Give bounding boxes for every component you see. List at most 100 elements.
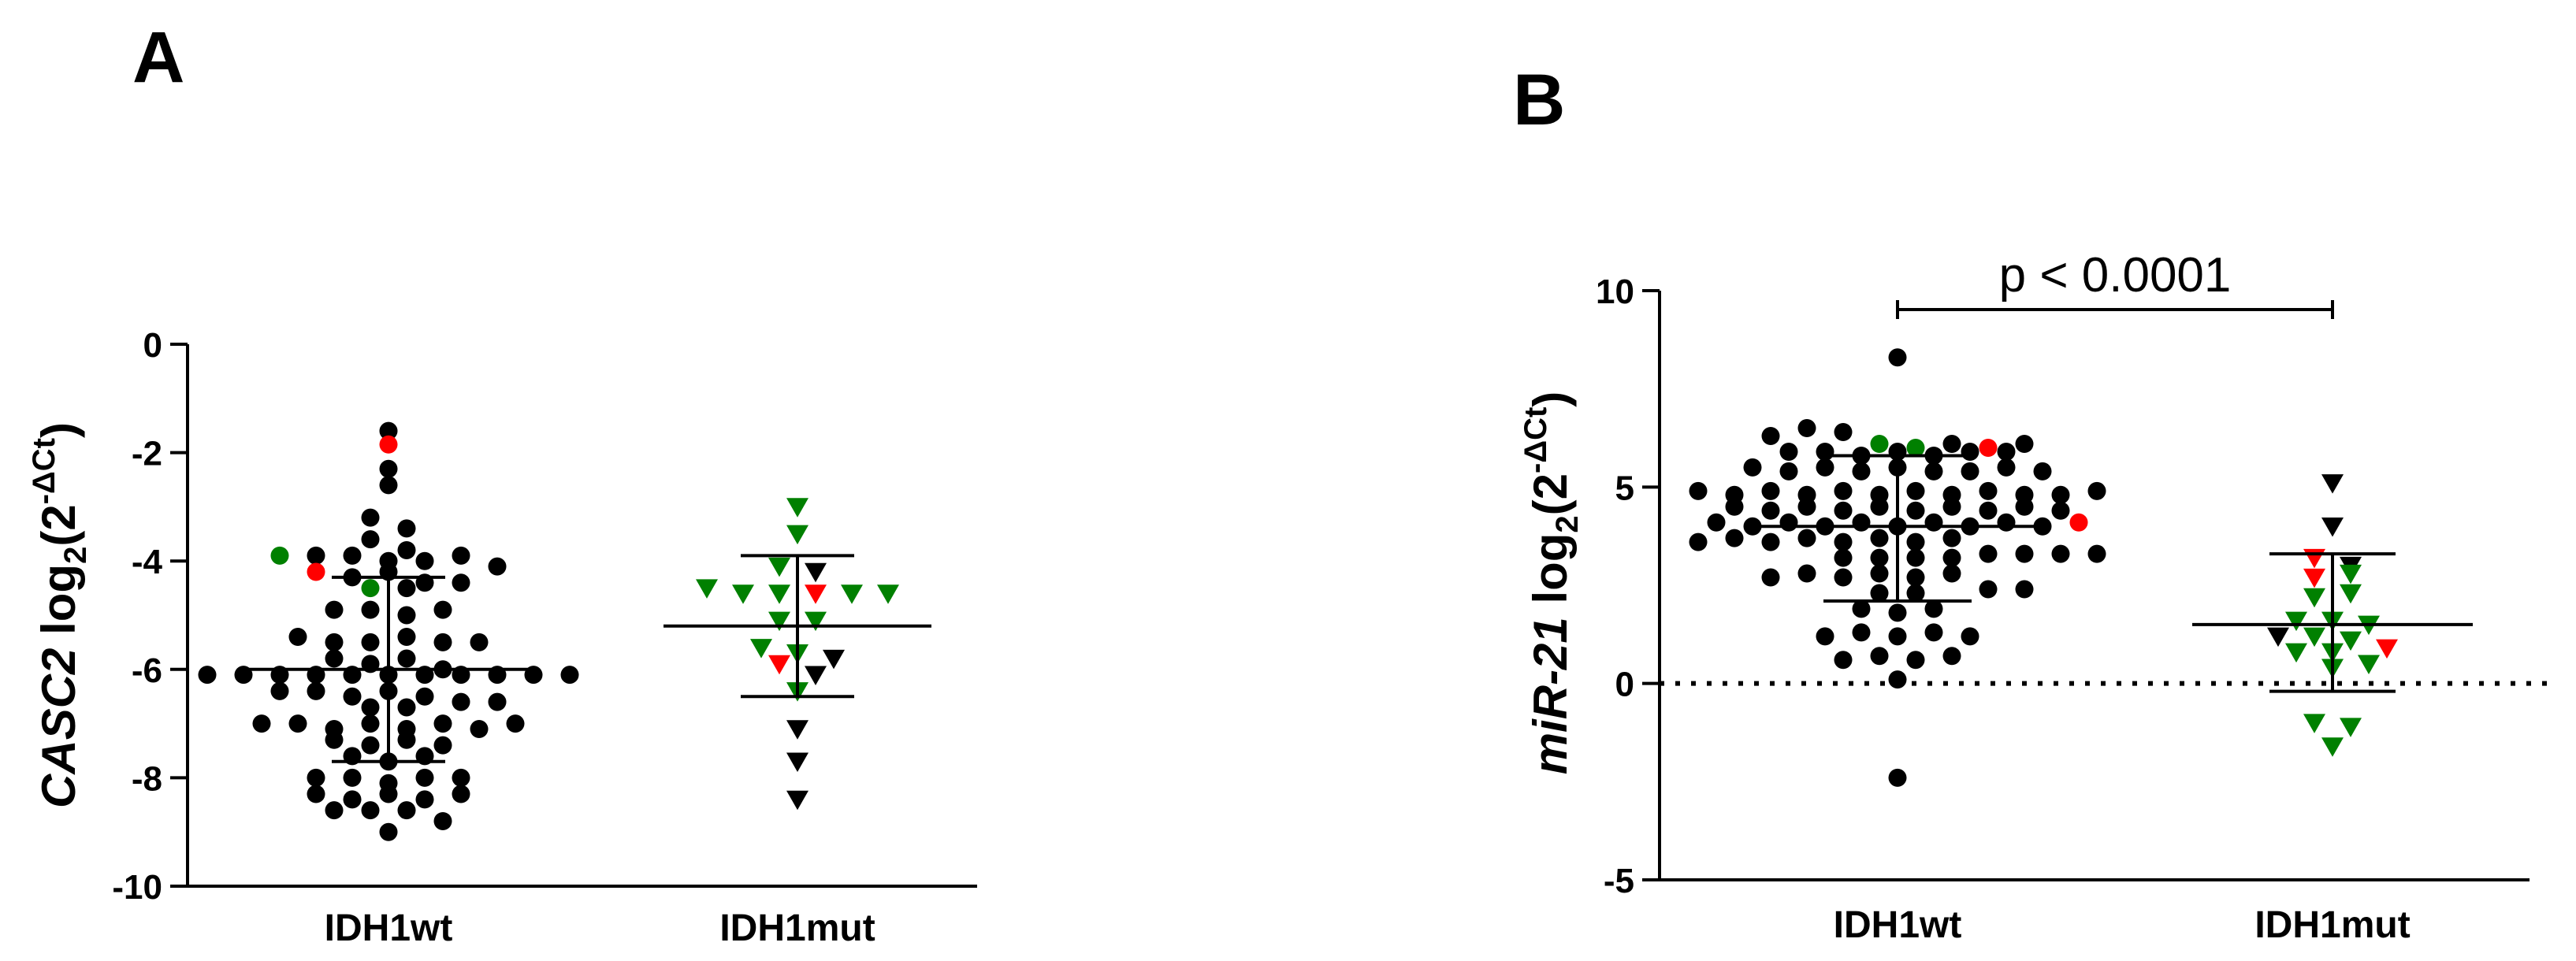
panel-b-idh1mut-data-point: [2303, 588, 2325, 608]
panel-b-idh1wt-data-point: [1979, 544, 1998, 563]
panel-a-idh1mut-data-point: [768, 611, 790, 632]
panel-b-idh1wt-data-point: [1997, 442, 2016, 461]
panel-b-idh1wt-data-point: [1797, 419, 1816, 438]
panel-b-idh1mut-data-point: [2340, 718, 2362, 737]
panel-b-idh1wt-data-point: [1924, 462, 1943, 480]
panel-a-idh1mut-data-point: [805, 666, 827, 685]
panel-b-idh1wt-data-point: [1852, 462, 1871, 480]
panel-b-idh1wt-data-point: [1906, 481, 1925, 500]
panel-a-y-ticks: 0 -2 -4 -6 -8 -10: [112, 326, 188, 907]
panel-b-idh1wt-data-point: [1942, 564, 1961, 583]
panel-b-idh1wt-data-point: [1761, 501, 1780, 520]
panel-b-idh1wt-data-point: [1779, 513, 1798, 532]
panel-b-idh1wt-data-point: [1852, 599, 1871, 618]
panel-a-idh1wt-data-point: [361, 600, 380, 619]
panel-a-idh1wt-data-point: [397, 519, 416, 538]
panel-a-idh1wt-data-point: [452, 768, 470, 787]
panel-a-idh1wt-data-point: [252, 714, 271, 733]
panel-a-idh1wt-data-point: [397, 579, 416, 598]
panel-b-idh1wt-data-point: [1961, 627, 1979, 646]
panel-b-idh1wt-data-point: [2087, 481, 2106, 500]
panel-b-idh1mut-data-point: [2340, 584, 2362, 604]
panel-a-idh1wt-data-point: [470, 719, 489, 738]
panel-a-idh1wt-data-point: [270, 681, 289, 700]
panel-b-idh1wt-data-point: [1797, 564, 1816, 583]
panel-b-idh1wt-data-point: [1906, 584, 1925, 603]
panel-a-idh1wt-data-point: [288, 714, 307, 733]
panel-a-idh1wt-data-point: [433, 811, 452, 830]
panel-b-idh1wt-data-point: [1870, 434, 1889, 453]
panel-a-idh1wt-data-point: [397, 649, 416, 668]
panel-a-idh1wt-data-point: [361, 714, 380, 733]
panel-a-y-tick-label: 0: [143, 326, 162, 365]
panel-a: A 0-2-4-6-8-10 CASC2 log2(2-ΔCt) IDH1wt …: [27, 17, 977, 949]
panel-a-idh1wt-data-point: [433, 736, 452, 755]
panel-b-idh1mut-data-point: [2303, 714, 2325, 733]
panel-b-idh1wt-data-point: [1961, 442, 1979, 461]
panel-b-idh1wt-data-point: [1797, 497, 1816, 516]
panel-a-idh1wt-data-point: [379, 459, 398, 478]
panel-a-idh1mut-data-point: [786, 752, 808, 773]
panel-b-idh1wt-data-point: [1725, 529, 1744, 547]
panel-b-idh1wt-data-point: [1761, 532, 1780, 551]
panel-b-idh1wt-data-point: [1834, 423, 1853, 442]
panel-a-idh1wt-data-point: [361, 508, 380, 527]
panel-a-idh1wt-data-point: [343, 790, 362, 809]
panel-b-idh1wt-data-point: [1870, 529, 1889, 547]
panel-a-idh1wt-data-point: [198, 666, 217, 685]
panel-b-idh1wt-data-point: [1906, 501, 1925, 520]
panel-a-idh1wt-data-point: [307, 681, 325, 700]
panel-a-idh1wt-data-point: [379, 435, 398, 454]
panel-b-idh1wt-data-point: [1870, 647, 1889, 666]
panel-b-idh1mut-data-point: [2285, 643, 2307, 663]
panel-a-idh1wt-data-point: [433, 633, 452, 651]
panel-b-idh1wt-data-point: [1870, 497, 1889, 516]
panel-b-idh1mut-data-point: [2358, 655, 2380, 675]
panel-b-idh1wt-data-point: [1888, 627, 1907, 646]
panel-a-y-tick-label: -4: [132, 543, 163, 581]
panel-a-idh1mut-data-point: [805, 562, 827, 583]
panel-a-idh1wt-data-point: [343, 546, 362, 565]
panel-a-idh1wt-data-point: [307, 562, 325, 581]
panel-b-idh1wt-data-point: [1888, 670, 1907, 689]
panel-a-idh1wt-data-point: [288, 628, 307, 647]
panel-a-idh1wt-data-point: [470, 633, 489, 651]
panel-a-idh1wt-data-point: [270, 546, 289, 565]
panel-a-idh1wt-data-point: [325, 801, 344, 820]
panel-b-y-ticks: 10 5 0 -5: [1596, 273, 1660, 900]
panel-a-idh1wt-data-point: [488, 557, 507, 576]
panel-a-idh1mut-data-point: [768, 584, 790, 604]
panel-b-idh1wt-data-point: [2069, 513, 2088, 532]
panel-b-idh1wt-data-point: [1834, 501, 1853, 520]
panel-b-idh1wt-data-point: [1870, 584, 1889, 603]
panel-a-idh1wt-data-point: [433, 600, 452, 619]
panel-b-idh1wt-data-point: [1779, 462, 1798, 480]
panel-b-idh1wt-data-point: [1924, 623, 1943, 642]
panel-b-idh1wt-data-point: [1816, 442, 1834, 461]
panel-b-idh1mut-data-point: [2321, 518, 2344, 537]
panel-a-idh1wt-data-point: [361, 801, 380, 820]
panel-b-idh1wt-data-point: [1834, 481, 1853, 500]
panel-b-idh1wt-data-point: [1834, 548, 1853, 567]
panel-b-idh1mut-data-point: [2267, 627, 2289, 647]
panel-b-idh1wt-data-point: [2033, 462, 2052, 480]
panel-a-idh1wt-data-point: [415, 768, 434, 787]
panel-a-idh1wt-data-point: [397, 606, 416, 625]
panel-b-idh1wt-data-point: [1761, 427, 1780, 446]
panel-b-y-tick-label: 5: [1615, 469, 1634, 507]
panel-b-idh1wt-data-point: [1707, 513, 1726, 532]
panel-b-idh1wt-data-point: [1779, 442, 1798, 461]
panel-a-idh1mut-data-point: [786, 720, 808, 740]
panel-b-idh1wt-data-point: [1979, 481, 1998, 500]
panel-b-y-tick-label: 10: [1596, 273, 1634, 311]
panel-a-idh1wt-data-point: [397, 540, 416, 559]
panel-b-significance-bracket: [1896, 300, 2334, 319]
panel-a-letter: A: [132, 17, 184, 98]
panel-a-idh1wt-data-point: [452, 785, 470, 803]
panel-a-idh1wt-data-point: [379, 476, 398, 495]
panel-b-idh1wt-data-point: [1906, 438, 1925, 457]
panel-b-idh1wt-data-point: [2033, 517, 2052, 536]
panel-b-idh1wt-data-point: [1906, 651, 1925, 670]
panel-a-idh1wt-data-point: [506, 714, 525, 733]
